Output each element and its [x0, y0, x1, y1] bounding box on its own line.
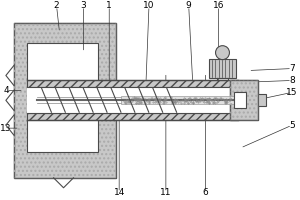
Text: 1: 1: [106, 1, 112, 10]
Text: 15: 15: [286, 88, 298, 97]
Text: 10: 10: [143, 1, 155, 10]
Text: 7: 7: [289, 64, 295, 73]
Bar: [230, 80, 258, 120]
Text: 16: 16: [213, 1, 224, 10]
Text: 6: 6: [203, 188, 208, 197]
Text: 11: 11: [160, 188, 172, 197]
Bar: [230, 80, 258, 120]
Bar: [27, 43, 98, 152]
Text: 14: 14: [113, 188, 125, 197]
Bar: [27, 113, 238, 120]
Bar: [14, 23, 116, 178]
Bar: [258, 94, 266, 106]
Text: 4: 4: [3, 86, 9, 95]
Bar: [27, 80, 238, 87]
Text: 3: 3: [80, 1, 86, 10]
Text: 8: 8: [289, 76, 295, 85]
Text: 5: 5: [289, 121, 295, 130]
Circle shape: [215, 46, 230, 60]
Text: 9: 9: [186, 1, 192, 10]
Bar: [27, 87, 238, 113]
Bar: [234, 92, 246, 108]
Bar: [208, 59, 236, 78]
Text: 13: 13: [0, 124, 12, 133]
Bar: [14, 23, 116, 178]
Bar: [121, 96, 236, 104]
Text: 2: 2: [54, 1, 59, 10]
